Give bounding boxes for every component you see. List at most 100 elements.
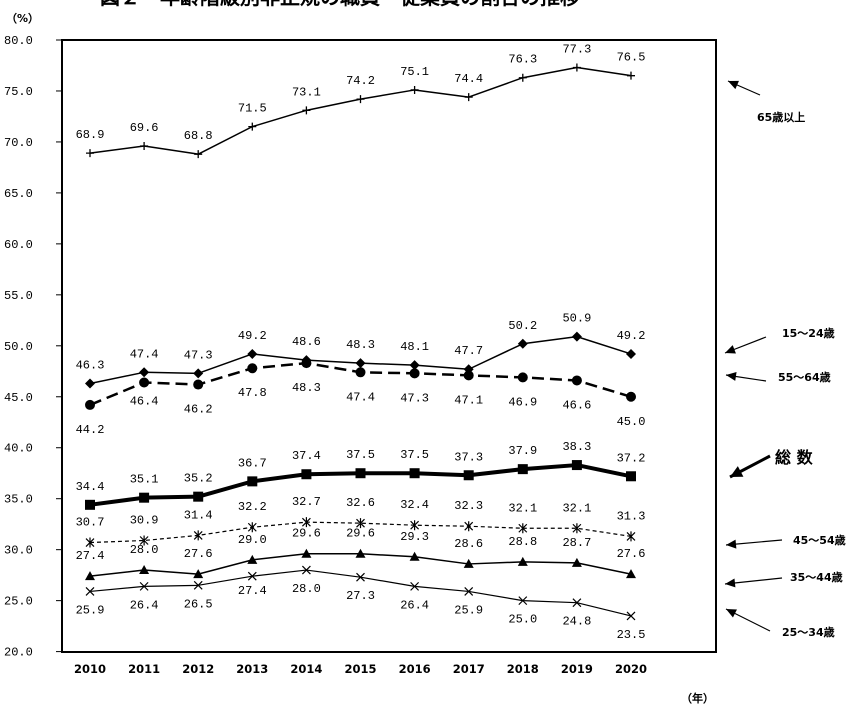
legend-item-1: 15～24歳	[724, 326, 835, 354]
data-point	[355, 367, 366, 378]
data-label: 29.0	[238, 533, 267, 547]
data-point	[355, 358, 366, 369]
data-label: 50.9	[562, 312, 591, 326]
data-point	[518, 73, 527, 82]
data-label: 25.0	[508, 613, 537, 627]
series-layer: 68.9 69.6 68.8 71.5 73.1 74.2 75.1 74.4 76.3 77.3…	[76, 43, 646, 642]
legend-label: 55～64歳	[778, 370, 831, 384]
data-label: 36.7	[238, 456, 267, 470]
data-point	[626, 471, 636, 482]
data-label: 27.6	[184, 547, 213, 561]
series-1: 46.3 47.4 47.3 49.2 48.6 48.3 48.1 47.7 50.2 50.9…	[76, 312, 645, 389]
data-point	[193, 530, 203, 541]
x-tick-label: 2012	[182, 662, 214, 676]
data-point	[355, 548, 366, 558]
y-tick-label: 20.0	[4, 646, 33, 660]
y-tick-label: 55.0	[4, 289, 33, 303]
data-label: 35.2	[184, 472, 213, 486]
data-point	[410, 85, 419, 94]
data-label: 32.6	[346, 496, 375, 510]
data-point	[355, 468, 366, 479]
data-point	[410, 520, 420, 531]
data-label: 37.5	[346, 448, 375, 462]
data-label: 32.2	[238, 500, 267, 514]
data-point	[301, 517, 311, 528]
legend-arrow-head	[726, 539, 737, 549]
data-point	[356, 518, 365, 529]
legend-label: 15～24歳	[782, 326, 835, 340]
data-label: 37.2	[617, 451, 646, 465]
data-label: 28.7	[562, 536, 591, 550]
x-tick-label: 2011	[128, 662, 160, 676]
data-point	[517, 338, 528, 349]
data-point	[85, 587, 95, 596]
data-label: 48.1	[400, 340, 429, 354]
data-point	[139, 492, 150, 503]
data-label: 76.3	[508, 53, 537, 67]
data-label: 32.4	[400, 498, 429, 512]
data-point	[139, 581, 149, 591]
y-unit-label: （%）	[6, 12, 39, 25]
data-label: 77.3	[562, 43, 591, 57]
data-point	[247, 363, 258, 374]
data-point	[247, 348, 258, 359]
data-label: 31.3	[617, 509, 646, 523]
data-label: 71.5	[238, 102, 267, 116]
data-point	[193, 580, 203, 590]
data-point	[410, 581, 420, 591]
y-tick-label: 75.0	[4, 85, 33, 99]
data-label: 27.6	[617, 547, 646, 561]
data-point	[517, 372, 528, 383]
y-tick-label: 65.0	[4, 187, 33, 201]
y-tick-label: 70.0	[4, 136, 33, 150]
y-tick-label: 50.0	[4, 340, 33, 354]
legend-label: 35～44歳	[790, 570, 843, 584]
data-label: 69.6	[130, 121, 159, 135]
series-0: 68.9 69.6 68.8 71.5 73.1 74.2 75.1 74.4 76.3 77.3…	[76, 43, 645, 159]
data-point	[626, 611, 636, 621]
data-point	[86, 149, 94, 158]
data-label: 28.0	[292, 582, 321, 596]
data-label: 24.8	[562, 615, 591, 629]
data-point	[571, 375, 582, 386]
data-point	[572, 63, 581, 72]
data-label: 35.1	[130, 473, 159, 487]
data-point	[626, 531, 636, 542]
data-label: 30.7	[76, 516, 105, 530]
data-point	[572, 523, 582, 534]
data-label: 44.2	[76, 423, 105, 437]
data-label: 74.2	[346, 74, 375, 88]
x-tick-label: 2020	[615, 662, 647, 676]
data-point	[571, 557, 582, 567]
data-label: 68.9	[76, 128, 105, 142]
data-label: 26.4	[400, 598, 429, 612]
legend-arrow-head	[728, 80, 739, 90]
data-label: 29.6	[292, 527, 321, 541]
data-label: 46.6	[562, 398, 591, 412]
data-point	[626, 569, 636, 579]
data-point	[409, 468, 420, 479]
data-point	[139, 377, 150, 388]
data-label: 46.2	[184, 403, 213, 417]
x-tick-label: 2013	[236, 662, 268, 676]
data-label: 32.1	[508, 501, 537, 515]
series-5: 27.4 28.0 27.6 29.0 29.6 29.6 29.3 28.6 28.8 28.7…	[76, 527, 646, 581]
data-point	[572, 598, 582, 608]
data-label: 48.3	[292, 381, 321, 395]
data-label: 46.3	[76, 359, 105, 373]
series-3: 34.4 35.1 35.2 36.7 37.4 37.5 37.5 37.3 37.9 38.3…	[76, 440, 646, 510]
data-point	[247, 554, 258, 564]
chart-title: 図２ 年齢階級別非正規の職員・従業員の割合の推移	[100, 0, 580, 9]
legend-arrow-head	[725, 345, 736, 354]
data-point	[356, 572, 365, 582]
x-tick-label: 2014	[290, 662, 322, 676]
data-point	[463, 470, 474, 481]
data-label: 46.9	[508, 395, 537, 409]
data-label: 47.3	[184, 348, 213, 362]
data-label: 47.1	[454, 393, 483, 407]
data-point	[626, 391, 636, 402]
legend-arrow-head	[725, 578, 736, 588]
x-unit-label: （年）	[681, 691, 714, 704]
data-label: 47.8	[238, 386, 267, 400]
